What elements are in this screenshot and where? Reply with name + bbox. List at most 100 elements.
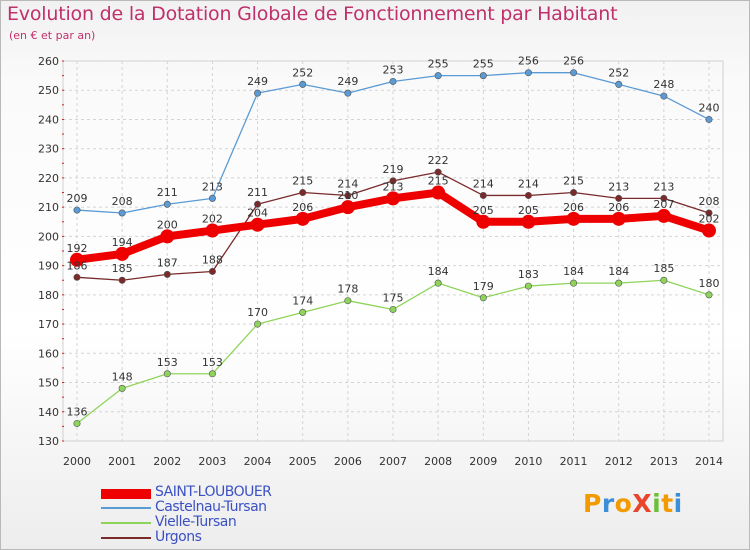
data-point <box>344 191 352 199</box>
data-point <box>295 211 310 226</box>
data-label: 214 <box>337 177 358 190</box>
data-point <box>254 320 262 328</box>
x-tick-label: 2005 <box>289 455 317 468</box>
data-point <box>611 211 626 226</box>
y-tick-label: 150 <box>38 377 59 390</box>
data-label: 255 <box>428 58 449 71</box>
data-label: 170 <box>247 306 268 319</box>
data-point <box>389 177 397 185</box>
legend-swatch <box>101 522 151 524</box>
x-tick-label: 2013 <box>650 455 678 468</box>
data-label: 253 <box>383 63 404 76</box>
data-point <box>434 72 442 80</box>
data-label: 205 <box>518 204 539 217</box>
data-point <box>344 297 352 305</box>
data-label: 184 <box>428 265 449 278</box>
data-point <box>656 208 671 223</box>
logo-letter: t <box>661 489 674 518</box>
data-label: 215 <box>428 175 449 188</box>
legend-label: Castelnau-Tursan <box>155 499 267 515</box>
data-label: 180 <box>699 277 720 290</box>
data-point <box>660 194 668 202</box>
data-label: 206 <box>292 201 313 214</box>
data-point <box>705 209 713 217</box>
data-label: 213 <box>653 180 674 193</box>
data-point <box>615 80 623 88</box>
data-label: 248 <box>653 78 674 91</box>
data-label: 211 <box>247 186 268 199</box>
logo-letter: i <box>652 489 662 518</box>
data-point <box>299 189 307 197</box>
data-label: 208 <box>699 195 720 208</box>
data-point <box>479 72 487 80</box>
data-point <box>570 69 578 77</box>
data-point <box>73 419 81 427</box>
data-point <box>521 214 536 229</box>
data-point <box>208 194 216 202</box>
data-label: 185 <box>653 262 674 275</box>
data-label: 215 <box>563 175 584 188</box>
data-point <box>254 200 262 208</box>
data-label: 219 <box>383 163 404 176</box>
proxiti-logo: ProXiti <box>583 489 683 518</box>
data-point <box>434 168 442 176</box>
data-label: 249 <box>337 75 358 88</box>
data-label: 210 <box>337 189 358 202</box>
data-label: 211 <box>157 186 178 199</box>
y-tick-label: 260 <box>38 55 59 68</box>
data-label: 213 <box>383 180 404 193</box>
data-label: 175 <box>383 291 404 304</box>
x-tick-label: 2003 <box>198 455 226 468</box>
x-tick-label: 2012 <box>605 455 633 468</box>
data-point <box>615 194 623 202</box>
data-label: 179 <box>473 280 494 293</box>
data-point <box>344 89 352 97</box>
data-label: 153 <box>202 356 223 369</box>
data-point <box>163 270 171 278</box>
chart-title: Evolution de la Dotation Globale de Fonc… <box>7 3 618 25</box>
data-label: 205 <box>473 204 494 217</box>
data-label: 208 <box>112 195 133 208</box>
data-point <box>73 273 81 281</box>
data-point <box>70 252 84 267</box>
data-point <box>434 279 442 287</box>
data-point <box>250 217 265 232</box>
data-point <box>118 209 126 217</box>
x-tick-label: 2007 <box>379 455 407 468</box>
logo-letter: P <box>583 489 602 518</box>
data-label: 184 <box>563 265 584 278</box>
data-point <box>660 92 668 100</box>
data-point <box>524 282 532 290</box>
axis-ticks: 130 140 150 160 170 180 190 200 210 220 230 240 250 2… <box>38 55 723 468</box>
data-label: 209 <box>67 192 88 205</box>
data-labels: 192 194 200 202 204 206 210 213 215 205 205 206 206 2… <box>67 55 720 419</box>
data-point <box>205 223 220 238</box>
legend-swatch <box>101 507 151 509</box>
data-point <box>115 246 130 261</box>
y-tick-label: 220 <box>38 172 59 185</box>
logo-letter: i <box>673 489 683 518</box>
legend-swatch <box>101 537 151 539</box>
y-tick-label: 210 <box>38 201 59 214</box>
data-point <box>163 200 171 208</box>
data-point <box>570 279 578 287</box>
data-point <box>73 206 81 214</box>
data-label: 136 <box>67 405 88 418</box>
data-label: 153 <box>157 356 178 369</box>
legend-label: Vielle-Tursan <box>155 514 237 530</box>
data-label: 194 <box>112 236 133 249</box>
x-tick-label: 2004 <box>244 455 272 468</box>
data-label: 252 <box>292 66 313 79</box>
x-tick-label: 2014 <box>695 455 723 468</box>
x-tick-label: 2009 <box>469 455 497 468</box>
data-point <box>476 214 491 229</box>
data-label: 256 <box>518 55 539 68</box>
y-tick-label: 230 <box>38 143 59 156</box>
data-point <box>705 291 713 299</box>
data-label: 255 <box>473 58 494 71</box>
y-tick-label: 250 <box>38 84 59 97</box>
data-point <box>479 191 487 199</box>
data-point <box>299 308 307 316</box>
data-label: 249 <box>247 75 268 88</box>
